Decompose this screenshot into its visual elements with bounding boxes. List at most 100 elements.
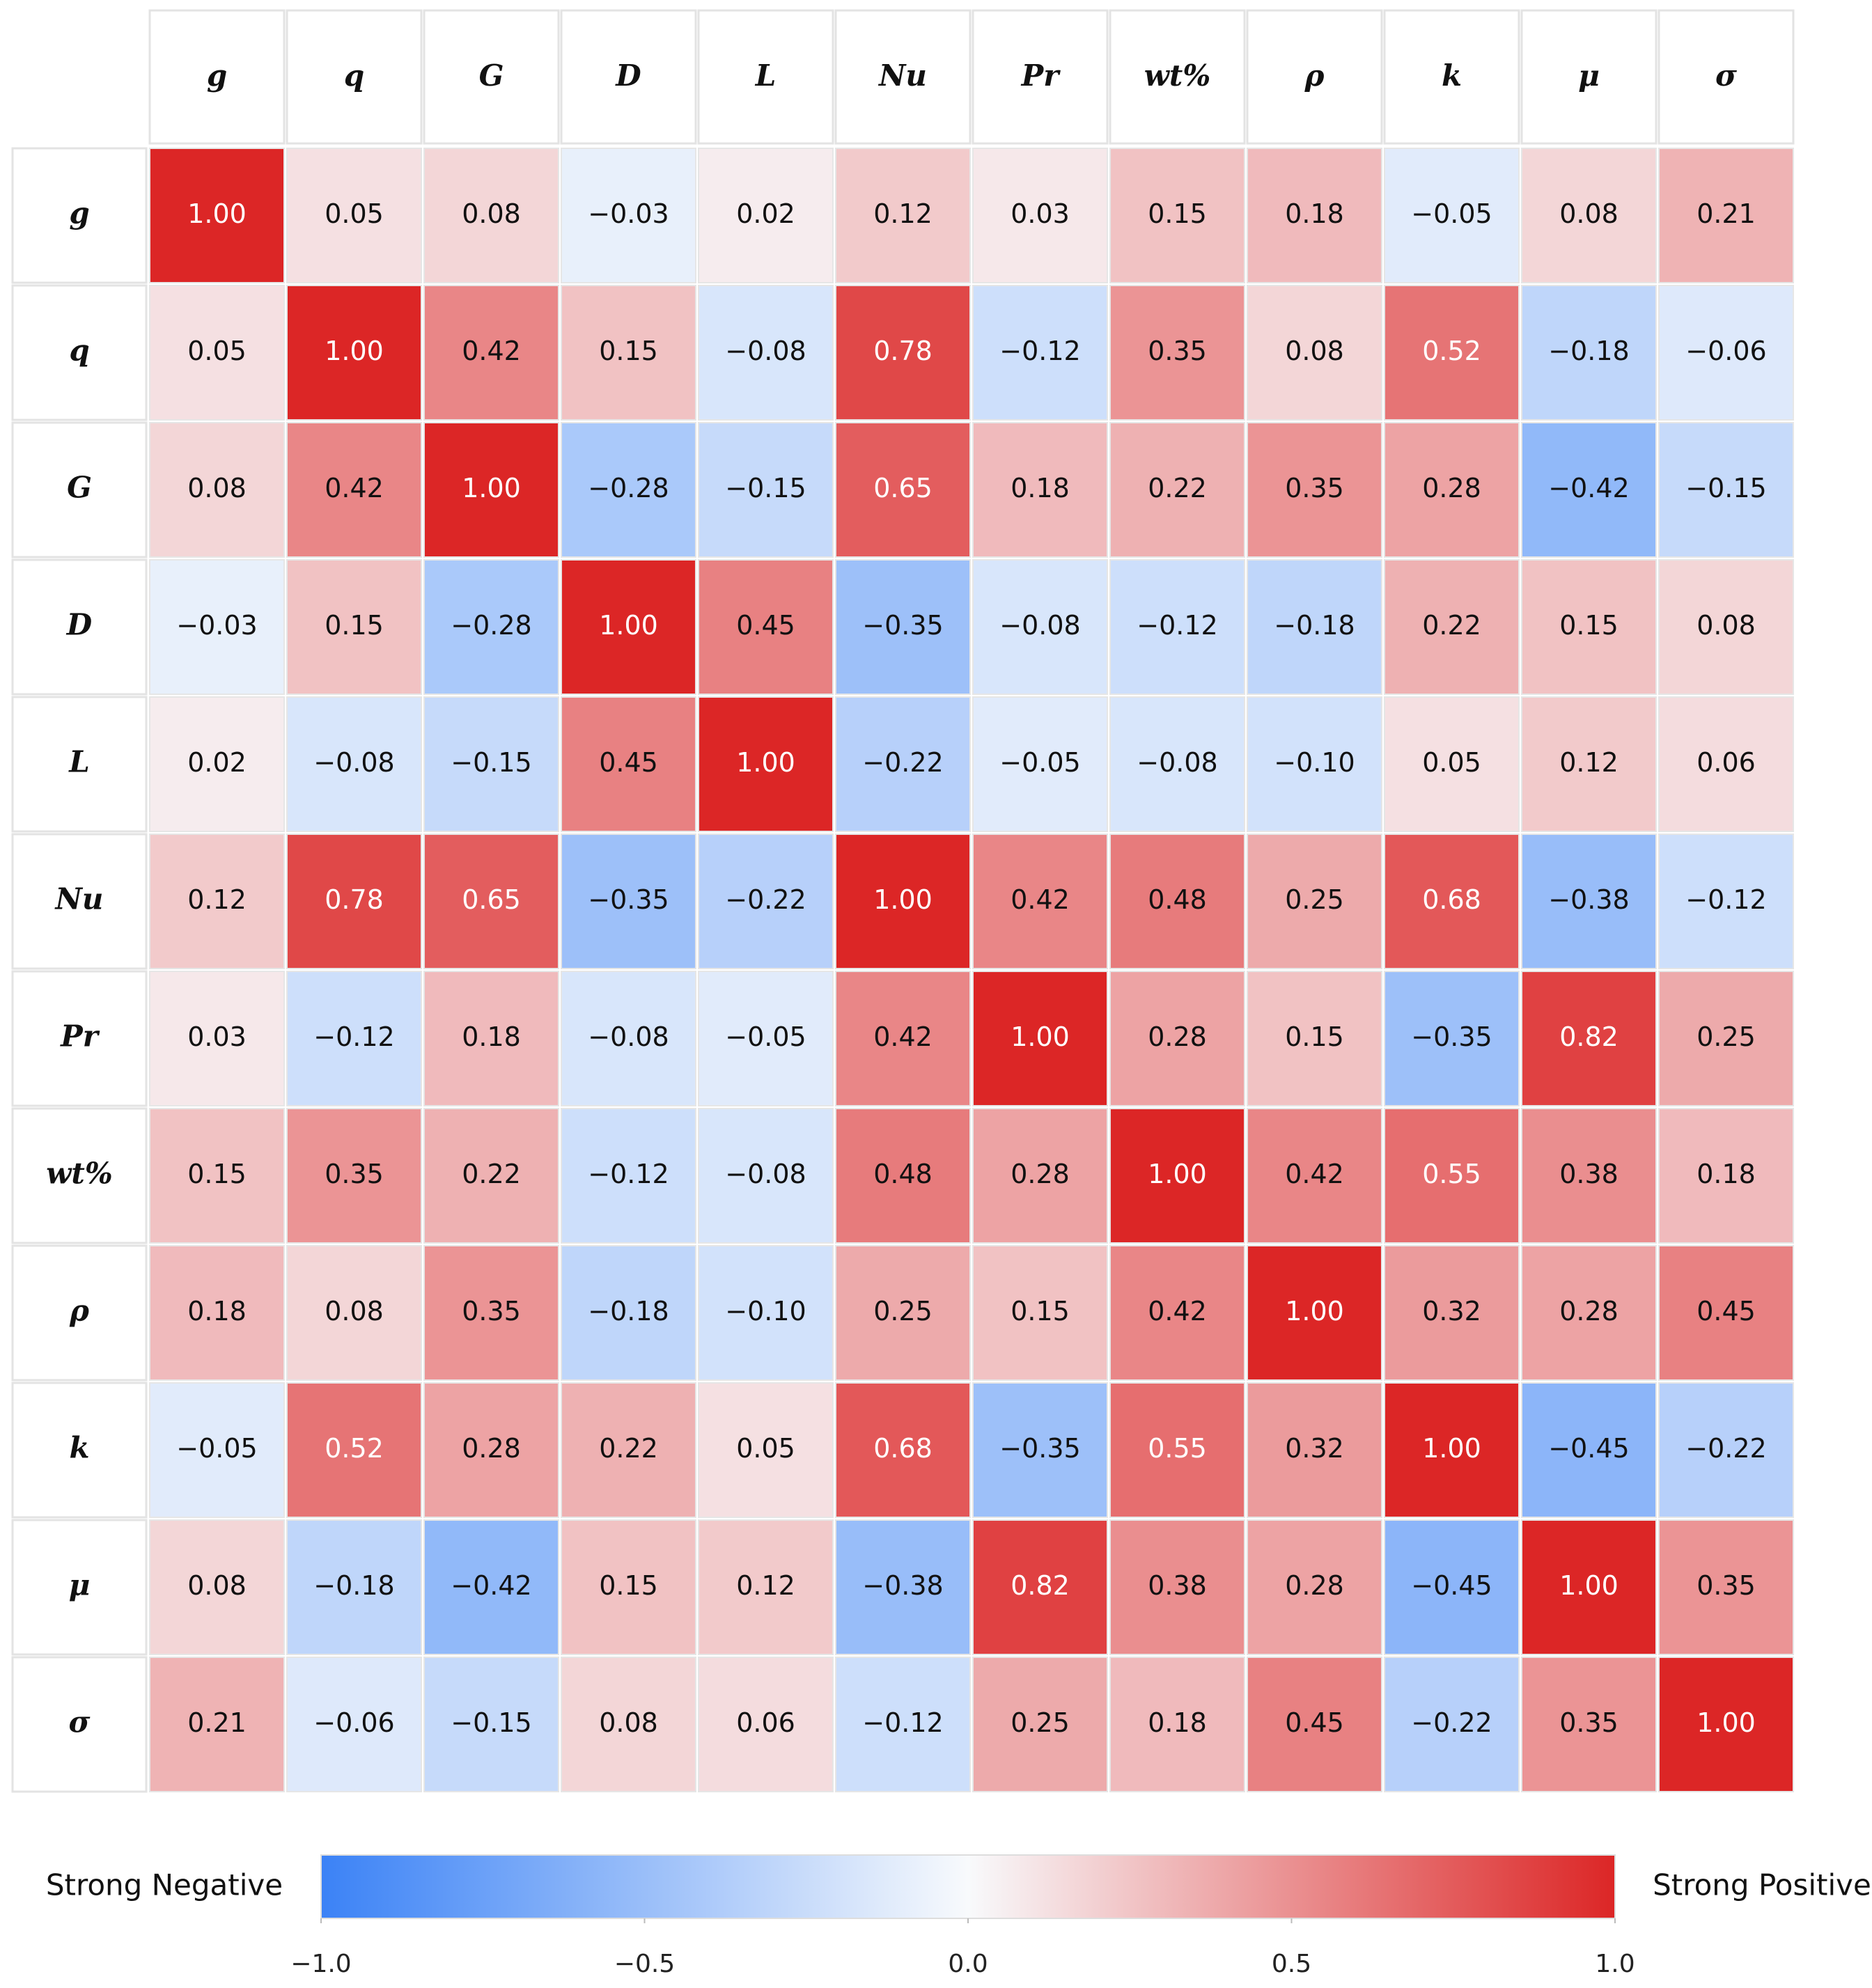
heatmap-cell [1247,696,1382,832]
cell-label: −0.22 [1411,1707,1492,1738]
heatmap-cell [1521,971,1657,1106]
heatmap-cell [1247,1108,1382,1244]
cell-label: 0.28 [1148,1022,1207,1052]
row-header-box [11,970,148,1107]
column-header-box [1520,9,1658,145]
cell-label: 1.00 [1011,1022,1070,1052]
heatmap-cell [698,285,834,421]
heatmap-cell [972,148,1108,283]
cell-label: 0.22 [462,1159,521,1189]
column-header-box [286,9,423,145]
heatmap-cell [835,971,971,1106]
cell-label: −0.05 [999,747,1080,778]
heatmap-cell [698,1519,834,1655]
heatmap-cell [835,833,971,969]
heatmap-cell [149,971,285,1106]
cell-label: 0.28 [462,1433,521,1464]
cell-label: 0.25 [1696,1022,1756,1052]
column-header-box [423,9,560,145]
cell-label: −0.05 [1411,198,1492,229]
heatmap-cell [1109,1657,1245,1792]
row-header: G [67,471,92,505]
heatmap-cell [1109,1108,1245,1244]
row-header: Pr [60,1019,100,1054]
row-header-box [11,1107,148,1244]
cell-label: −0.05 [176,1433,257,1464]
heatmap-cell [149,559,285,695]
cell-label: 0.18 [1696,1159,1756,1189]
cell-label: −0.38 [1548,884,1629,915]
row-header: σ [69,1705,91,1739]
column-header: g [207,58,227,93]
heatmap-cell [1384,559,1520,695]
heatmap-cell [1109,148,1245,283]
cell-label: 1.00 [1422,1433,1481,1464]
heatmap-cell [698,1108,834,1244]
heatmap-cell [972,285,1108,421]
cell-label: 0.02 [736,198,795,229]
cell-label: 0.03 [1011,198,1070,229]
heatmap-cell [1109,696,1245,832]
heatmap-cell [1658,1108,1794,1244]
heatmap-cell [1109,971,1245,1106]
heatmap-cell [1384,1657,1520,1792]
heatmap-cell [149,696,285,832]
row-header: D [66,608,93,642]
cell-label: 0.15 [599,336,658,366]
row-header: Nu [54,882,104,916]
row-header-box [11,1244,148,1382]
heatmap-cell [561,422,696,558]
heatmap-cell [286,1108,422,1244]
row-header-box [11,558,148,696]
heatmap-cell [423,1245,559,1381]
heatmap-cell [1247,1519,1382,1655]
cell-label: −0.15 [1685,473,1766,503]
cell-label: 0.45 [1696,1296,1756,1326]
heatmap-cell [1384,1245,1520,1381]
cell-label: 0.35 [1148,336,1207,366]
cell-label: 1.00 [462,473,521,503]
cell-label: 0.32 [1285,1433,1344,1464]
heatmap-cell [423,971,559,1106]
heatmap-cell [698,971,834,1106]
cell-label: −0.28 [588,473,669,503]
cell-label: −0.35 [1411,1022,1492,1052]
column-header: k [1442,58,1462,93]
cell-label: 1.00 [1559,1570,1618,1601]
heatmap-cell [1384,422,1520,558]
cell-label: 0.03 [187,1022,247,1052]
heatmap-cell [561,1657,696,1792]
cell-label: 0.15 [1011,1296,1070,1326]
cell-label: 1.00 [1148,1159,1207,1189]
cell-label: 1.00 [187,198,247,229]
heatmap-cell [1521,1519,1657,1655]
heatmap-cell [972,971,1108,1106]
row-header-box [11,1656,148,1793]
row-header-box [11,421,148,558]
cell-label: 0.06 [736,1707,795,1738]
heatmap-cell [1521,696,1657,832]
heatmap-cell [698,1245,834,1381]
cell-label: −0.18 [313,1570,394,1601]
heatmap-cell [1658,422,1794,558]
cell-label: 0.28 [1285,1570,1344,1601]
heatmap-cell [1247,148,1382,283]
cell-label: −0.15 [451,747,531,778]
heatmap-cell [1247,833,1382,969]
heatmap-cell [149,833,285,969]
cell-label: 0.32 [1422,1296,1481,1326]
row-header-box [11,147,148,284]
cell-label: −0.15 [451,1707,531,1738]
heatmap-cell [423,285,559,421]
cell-label: −0.18 [588,1296,669,1326]
cell-label: 0.22 [1422,610,1481,641]
heatmap-cell [1521,1245,1657,1381]
cell-label: 0.55 [1422,1159,1481,1189]
heatmap-cell [149,148,285,283]
heatmap-cell [835,1519,971,1655]
cell-label: 1.00 [325,336,384,366]
heatmap-cell [972,1382,1108,1518]
cell-label: 0.06 [1696,747,1756,778]
cell-label: 0.82 [1559,1022,1618,1052]
heatmap-cell [698,696,834,832]
